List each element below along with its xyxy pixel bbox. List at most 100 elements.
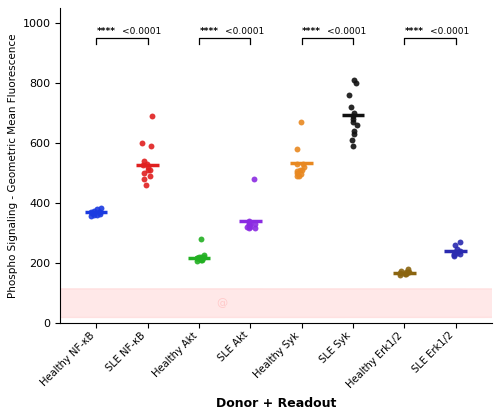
Point: [251, 225, 259, 232]
Point: [350, 110, 358, 117]
Point: [456, 248, 464, 255]
Point: [250, 176, 258, 182]
Point: [454, 246, 462, 252]
Point: [94, 212, 102, 218]
Point: [252, 220, 260, 227]
Point: [140, 170, 148, 176]
Text: @: @: [216, 298, 228, 308]
Point: [396, 270, 404, 277]
Point: [296, 167, 304, 173]
Point: [293, 173, 301, 179]
Text: ****: ****: [200, 27, 218, 36]
Point: [246, 224, 254, 230]
Point: [293, 170, 301, 176]
Point: [349, 113, 357, 120]
Point: [200, 254, 208, 261]
Point: [193, 258, 201, 265]
Point: [297, 171, 305, 178]
Point: [345, 92, 353, 99]
Point: [246, 219, 254, 226]
Point: [350, 77, 358, 84]
Point: [398, 268, 406, 275]
Point: [196, 235, 204, 242]
Point: [196, 256, 204, 263]
Point: [396, 271, 404, 278]
Point: [294, 161, 302, 167]
Text: ****: ****: [405, 27, 424, 36]
Point: [453, 250, 461, 257]
Text: <0.0001: <0.0001: [430, 27, 470, 36]
Point: [90, 208, 98, 214]
Point: [96, 209, 104, 215]
Y-axis label: Phospho Signaling - Geometric Mean Fluorescence: Phospho Signaling - Geometric Mean Fluor…: [8, 33, 18, 298]
Point: [90, 212, 98, 218]
Point: [450, 251, 458, 258]
Point: [96, 211, 104, 218]
Point: [298, 119, 306, 125]
Point: [456, 251, 464, 258]
Text: ****: ****: [96, 27, 116, 36]
Point: [200, 252, 207, 259]
Point: [140, 158, 147, 164]
Point: [243, 224, 251, 230]
Point: [246, 217, 254, 224]
Point: [94, 209, 102, 215]
Point: [450, 252, 458, 259]
Point: [402, 271, 409, 278]
Point: [138, 162, 146, 169]
Point: [348, 119, 356, 125]
Point: [246, 220, 254, 227]
Point: [87, 209, 95, 216]
Point: [349, 143, 357, 149]
Point: [295, 173, 303, 179]
Point: [193, 255, 201, 262]
X-axis label: Donor + Readout: Donor + Readout: [216, 397, 336, 410]
Point: [97, 205, 105, 212]
Text: <0.0001: <0.0001: [328, 27, 366, 36]
Point: [405, 269, 413, 275]
Point: [140, 176, 148, 182]
Point: [402, 271, 410, 278]
Point: [194, 253, 202, 260]
Text: <0.0001: <0.0001: [122, 27, 161, 36]
Text: <0.0001: <0.0001: [224, 27, 264, 36]
Point: [245, 225, 253, 232]
Point: [352, 80, 360, 87]
Point: [353, 122, 361, 128]
Point: [450, 249, 458, 255]
Point: [147, 143, 155, 149]
Point: [144, 161, 152, 167]
Point: [246, 222, 254, 229]
Point: [293, 145, 301, 152]
Point: [348, 137, 356, 143]
Point: [404, 266, 412, 273]
Point: [245, 221, 253, 228]
Point: [197, 253, 205, 260]
Point: [88, 213, 96, 220]
Point: [404, 268, 412, 275]
Point: [349, 116, 357, 122]
Point: [88, 210, 96, 217]
Point: [146, 167, 154, 173]
Point: [192, 255, 200, 262]
Text: ****: ****: [302, 27, 321, 36]
Point: [198, 256, 205, 263]
Point: [402, 269, 410, 275]
Point: [198, 255, 205, 262]
Point: [350, 131, 358, 138]
Point: [138, 140, 146, 146]
Point: [300, 163, 308, 170]
Point: [298, 167, 306, 173]
Point: [350, 128, 358, 135]
Point: [142, 181, 150, 188]
Point: [346, 104, 354, 110]
Point: [450, 253, 458, 260]
Point: [148, 113, 156, 120]
Point: [92, 206, 100, 213]
Point: [88, 209, 96, 216]
Point: [144, 167, 152, 173]
Point: [451, 242, 459, 248]
Point: [198, 256, 206, 263]
Point: [293, 168, 301, 175]
Point: [146, 173, 154, 179]
